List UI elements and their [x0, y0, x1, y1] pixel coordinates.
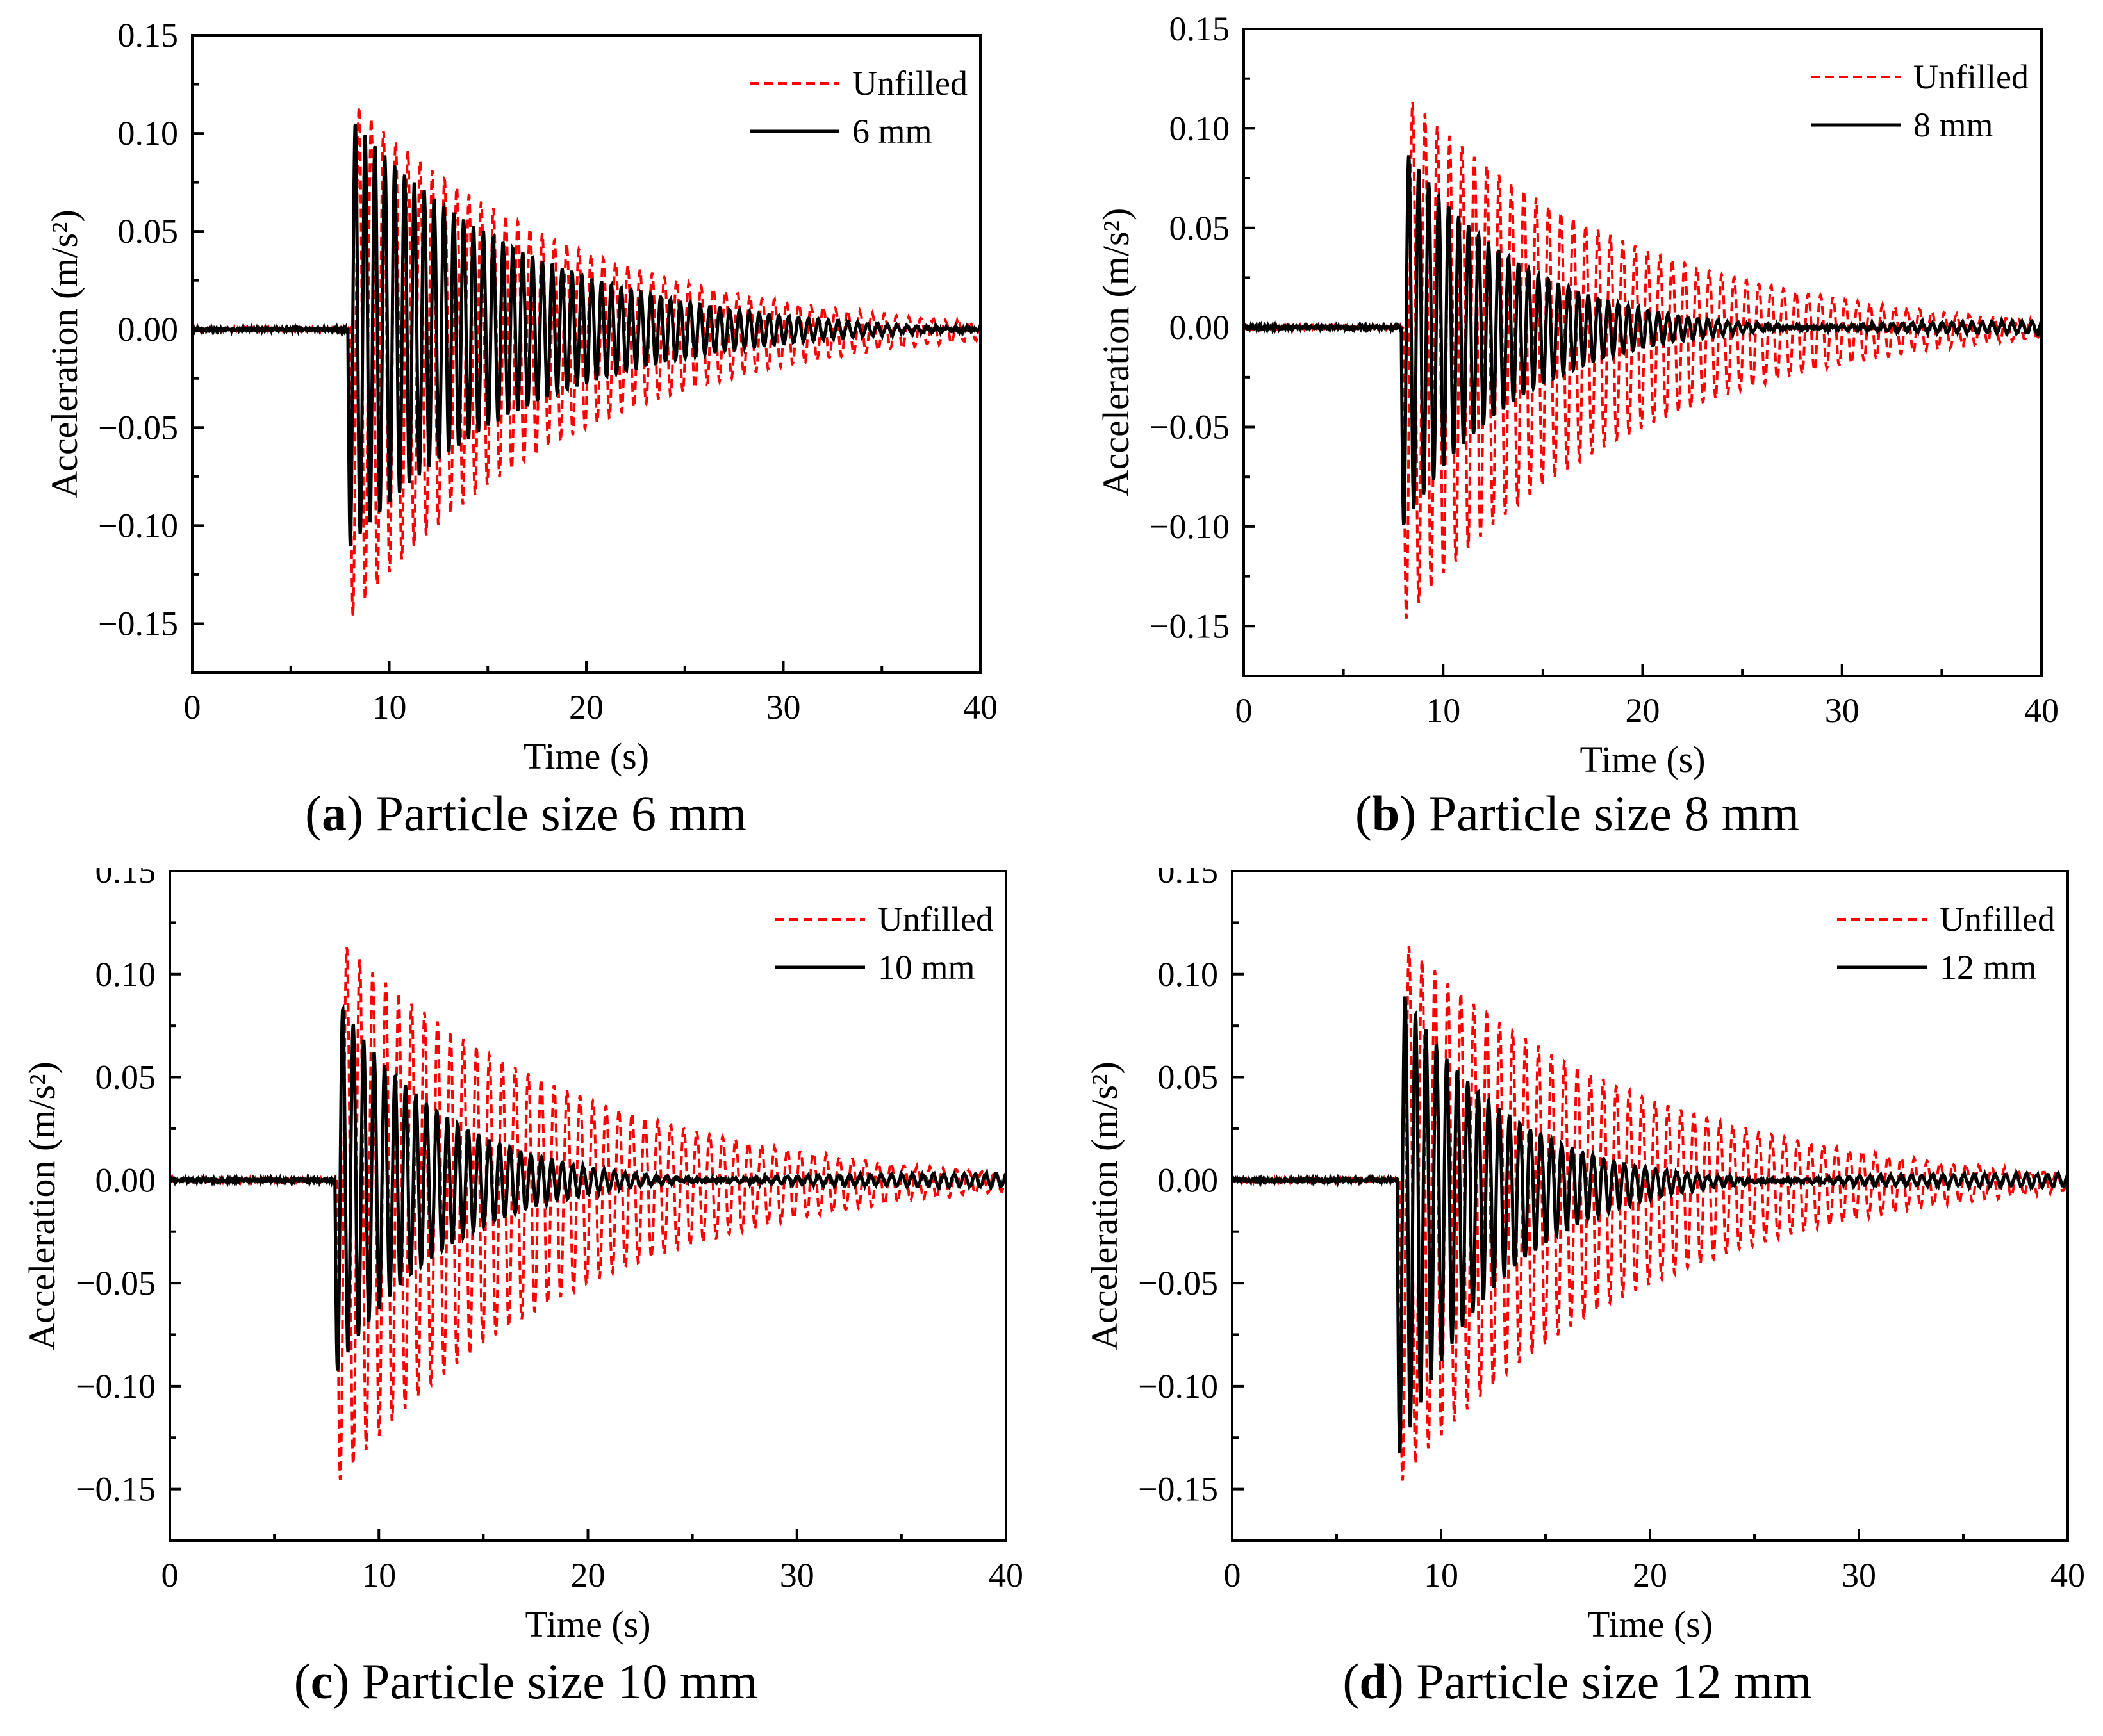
y-tick-label: 0.00	[1169, 308, 1230, 347]
x-tick-label: 30	[1842, 1556, 1876, 1594]
x-tick-label: 30	[780, 1556, 814, 1594]
x-tick-label: 30	[1825, 691, 1860, 730]
y-axis-label: Acceleration (m/s²)	[1095, 208, 1137, 497]
x-tick-label: 0	[1235, 691, 1253, 730]
y-tick-label: −0.05	[76, 1264, 156, 1302]
series-line-filled	[1244, 155, 2041, 525]
y-tick-label: 0.00	[95, 1161, 156, 1199]
y-tick-label: 0.10	[1169, 109, 1230, 147]
y-tick-label: 0.00	[1158, 1161, 1219, 1199]
x-tick-label: 40	[963, 688, 998, 726]
x-axis-label: Time (s)	[525, 1603, 650, 1645]
x-tick-label: 10	[1426, 691, 1460, 730]
y-tick-label: 0.05	[1169, 209, 1230, 247]
y-tick-label: 0.15	[1169, 10, 1230, 48]
legend-label-filled: 12 mm	[1940, 948, 2037, 987]
series-line-filled	[1232, 996, 2068, 1453]
y-tick-label: −0.05	[98, 408, 178, 446]
x-axis-label: Time (s)	[1579, 739, 1705, 780]
y-tick-label: −0.15	[98, 604, 178, 643]
y-tick-label: 0.05	[95, 1058, 156, 1097]
x-tick-label: 40	[989, 1556, 1023, 1594]
series-line-unfilled	[1232, 946, 2068, 1481]
x-tick-label: 10	[372, 688, 407, 726]
chart-a: 0 10 20 30 40 0.15 0.10 0.05 0.00 −0.05 −0.10 −0.15…	[44, 16, 998, 777]
x-tick-label: 20	[571, 1556, 606, 1594]
caption-d: (d) Particle size 12 mm	[1342, 1653, 1812, 1709]
caption-text: Particle size 6 mm	[375, 785, 746, 841]
y-tick-label: −0.10	[76, 1367, 156, 1405]
legend-label-unfilled: Unfilled	[878, 900, 993, 938]
y-tick-label: 0.15	[95, 868, 156, 890]
y-tick-label: −0.10	[1150, 507, 1230, 546]
caption-a: (a) Particle size 6 mm	[305, 785, 746, 841]
y-tick-label: 0.10	[1158, 955, 1219, 994]
x-tick-label: 0	[1224, 1556, 1241, 1594]
caption-letter: d	[1359, 1653, 1387, 1709]
x-tick-label: 30	[766, 688, 801, 726]
x-tick-label: 0	[184, 688, 201, 726]
y-axis-label: Acceleration (m/s²)	[21, 1061, 63, 1350]
chart-d: 0 10 20 30 40 0.15 0.10 0.05 0.00 −0.05 −0.10 −0.15…	[1084, 868, 2085, 1645]
y-tick-label: 0.10	[118, 114, 179, 152]
series-line-filled	[170, 1004, 1006, 1371]
y-tick-label: −0.15	[76, 1470, 156, 1509]
y-tick-label: −0.10	[98, 506, 178, 545]
chart-c: 0 10 20 30 40 0.15 0.10 0.05 0.00 −0.05 −0.10 −0.15…	[21, 868, 1023, 1645]
caption-b: (b) Particle size 8 mm	[1355, 785, 1800, 841]
x-tick-label: 20	[569, 688, 604, 726]
y-tick-label: −0.05	[1150, 408, 1230, 446]
caption-text: Particle size 8 mm	[1428, 785, 1800, 841]
caption-text: Particle size 12 mm	[1416, 1653, 1812, 1709]
x-tick-label: 20	[1633, 1556, 1667, 1594]
x-axis-label: Time (s)	[1587, 1603, 1713, 1645]
caption-letter: b	[1371, 785, 1400, 841]
y-tick-label: −0.05	[1138, 1264, 1218, 1302]
y-axis-label: Acceleration (m/s²)	[44, 209, 85, 498]
chart-panel-d: 0 10 20 30 40 0.15 0.10 0.05 0.00 −0.05 −0.10 −0.15…	[1052, 868, 2103, 1736]
y-tick-label: 0.05	[118, 212, 179, 250]
y-tick-label: −0.10	[1138, 1367, 1218, 1405]
series-line-unfilled	[170, 947, 1006, 1480]
caption-c: (c) Particle size 10 mm	[293, 1653, 758, 1709]
x-tick-label: 20	[1626, 691, 1660, 730]
y-tick-label: 0.05	[1158, 1058, 1219, 1097]
chart-panel-a: 0 10 20 30 40 0.15 0.10 0.05 0.00 −0.05 −0.10 −0.15…	[0, 0, 1052, 868]
x-tick-label: 40	[2024, 691, 2059, 730]
y-tick-label: 0.15	[1158, 868, 1219, 890]
y-tick-label: −0.15	[1150, 607, 1230, 645]
caption-letter: c	[310, 1653, 333, 1709]
series-line-unfilled	[1244, 101, 2041, 619]
y-tick-label: 0.00	[118, 310, 179, 348]
chart-panel-c: 0 10 20 30 40 0.15 0.10 0.05 0.00 −0.05 −0.10 −0.15…	[0, 868, 1052, 1736]
y-axis-label: Acceleration (m/s²)	[1084, 1061, 1125, 1350]
y-tick-label: −0.15	[1138, 1470, 1218, 1509]
chart-panel-b: 0 10 20 30 40 0.15 0.10 0.05 0.00 −0.05 −0.10 −0.15…	[1052, 0, 2103, 868]
y-tick-label: 0.15	[118, 16, 179, 54]
x-axis-label: Time (s)	[524, 735, 649, 777]
x-tick-label: 10	[1424, 1556, 1458, 1594]
caption-text: Particle size 10 mm	[361, 1653, 758, 1709]
y-tick-label: 0.10	[95, 955, 156, 994]
legend-label-filled: 10 mm	[878, 948, 975, 987]
legend-label-unfilled: Unfilled	[1913, 58, 2029, 96]
caption-letter: a	[322, 785, 347, 841]
legend-label-filled: 8 mm	[1913, 106, 1993, 144]
series-line-filled	[192, 123, 980, 547]
x-tick-label: 40	[2050, 1556, 2085, 1594]
legend-label-unfilled: Unfilled	[852, 64, 968, 102]
legend-label-unfilled: Unfilled	[1940, 900, 2055, 938]
legend-label-filled: 6 mm	[852, 112, 932, 151]
x-tick-label: 0	[161, 1556, 179, 1594]
chart-b: 0 10 20 30 40 0.15 0.10 0.05 0.00 −0.05 −0.10 −0.15…	[1095, 10, 2059, 780]
x-tick-label: 10	[361, 1556, 396, 1594]
